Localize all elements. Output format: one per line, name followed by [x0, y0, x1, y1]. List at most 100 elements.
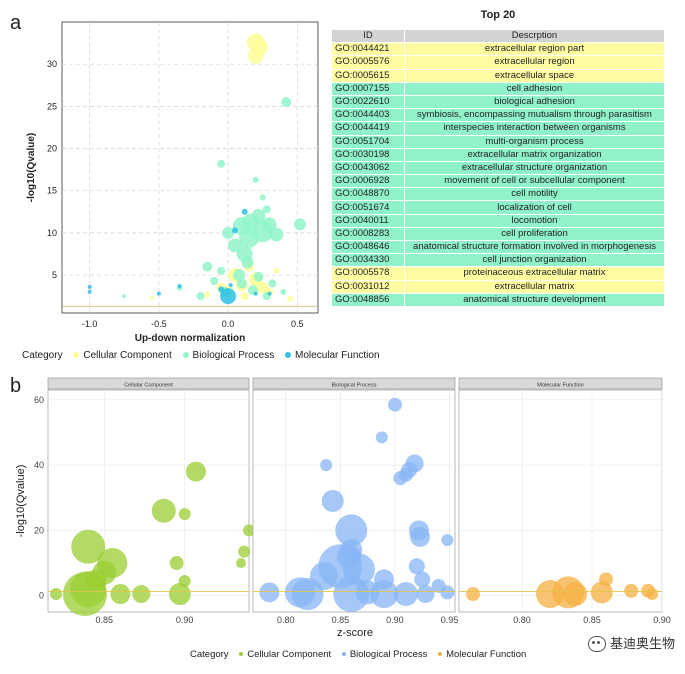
watermark: 基迪奥生物 — [587, 633, 675, 652]
table-cell-description: localization of cell — [404, 200, 665, 215]
data-point — [233, 269, 246, 282]
y-tick-label: 20 — [47, 144, 57, 154]
data-point — [259, 194, 266, 201]
panel-b-label: b — [10, 375, 22, 397]
data-point — [269, 227, 284, 242]
table-cell-id: GO:0044421 — [331, 42, 405, 57]
data-point — [218, 286, 225, 293]
data-point — [50, 588, 63, 601]
data-point — [287, 295, 294, 302]
data-point — [149, 295, 154, 300]
data-point — [320, 459, 333, 472]
data-point — [132, 585, 151, 604]
table-cell-description: extracellular matrix organization — [404, 147, 665, 162]
table-row: GO:0044421 extracellular region part — [331, 42, 665, 57]
data-point — [110, 584, 131, 605]
table-row: GO:0044403 symbiosis, encompassing mutual… — [331, 108, 665, 123]
table-cell-description: extracellular region — [404, 55, 665, 70]
table-row: GO:0005615 extracellular space — [331, 68, 665, 83]
table-row: GO:0043062 extracellular structure organi… — [331, 160, 665, 176]
legend-b-swatch-bp — [341, 652, 346, 657]
table-row: GO:0048870 cell motility — [331, 187, 665, 202]
data-point — [563, 582, 588, 607]
table-cell-id: GO:0022610 — [331, 94, 405, 110]
table-cell-id: GO:0048856 — [331, 292, 405, 307]
data-point — [185, 461, 206, 482]
watermark-text: 基迪奥生物 — [609, 636, 675, 652]
legend-b-item: Cellular Component — [239, 649, 331, 660]
data-point — [177, 284, 182, 289]
data-point — [238, 545, 251, 558]
data-point — [387, 397, 402, 412]
table-cell-id: GO:0048646 — [331, 239, 405, 255]
x-tick-label: 0.80 — [277, 615, 295, 625]
x-tick-label: 0.5 — [291, 319, 304, 329]
data-point — [281, 97, 292, 108]
data-point — [253, 291, 258, 296]
y-tick-label: 25 — [47, 101, 57, 111]
facet-strip — [458, 377, 663, 390]
table-row: GO:0040011 locomotion — [331, 213, 665, 228]
y-tick-label: 60 — [34, 395, 44, 405]
data-point — [236, 278, 247, 289]
table-row: GO:0048646 anatomical structure formation… — [331, 239, 665, 255]
y-tick-label: 5 — [52, 270, 57, 280]
x-tick-label: 0.0 — [222, 319, 235, 329]
y-tick-label: 0 — [39, 591, 44, 601]
table-cell-id: GO:0044403 — [331, 108, 405, 123]
data-point — [217, 159, 226, 168]
table-row: GO:0022610 biological adhesion — [331, 94, 665, 110]
table-cell-id: GO:0007155 — [331, 81, 405, 96]
legend-a: Category Cellular Component Biological P… — [22, 350, 388, 361]
data-point — [599, 572, 613, 587]
legend-a-swatch-cc — [73, 352, 80, 359]
wechat-icon — [587, 636, 606, 652]
table-cell-description: movement of cell or subcellular componen… — [404, 174, 665, 189]
x-tick-label: 0.90 — [176, 615, 194, 625]
y-tick-label: 10 — [47, 228, 57, 238]
table-cell-description: cell motility — [404, 187, 665, 202]
data-point — [262, 205, 271, 214]
legend-a-item: Biological Process — [182, 350, 275, 361]
table-cell-description: multi-organism process — [404, 134, 665, 149]
table-cell-description: extracellular structure organization — [404, 160, 665, 176]
data-point — [253, 271, 264, 282]
table-row: GO:0051674 localization of cell — [331, 200, 665, 215]
table-cell-id: GO:0040011 — [331, 213, 405, 228]
data-point — [321, 490, 344, 512]
data-point — [268, 279, 277, 288]
table-cell-description: locomotion — [404, 213, 665, 228]
table-cell-id: GO:0005578 — [331, 266, 405, 281]
data-point — [178, 508, 191, 521]
legend-b-item: Biological Process — [341, 649, 427, 660]
data-point — [410, 526, 431, 547]
legend-b: Category Cellular Component Biological P… — [190, 649, 534, 660]
table-cell-id: GO:0005615 — [331, 68, 405, 83]
table-row: GO:0005576 extracellular region — [331, 55, 665, 70]
data-point — [408, 558, 425, 575]
y-tick-label: 40 — [34, 460, 44, 470]
data-point — [466, 587, 480, 602]
facet-title: Cellular Component — [124, 383, 173, 389]
legend-a-label: Biological Process — [192, 350, 275, 361]
table-cell-id: GO:0051704 — [331, 134, 405, 149]
data-point — [291, 578, 324, 611]
data-point — [238, 227, 259, 248]
y-tick-label: 20 — [34, 525, 44, 535]
data-point — [220, 288, 237, 305]
table-cell-id: GO:0031012 — [331, 279, 405, 294]
panel-a-scatter-chart: -1.0 -0.5 0.0 0.5 5 10 15 20 25 30 Up-down normali… — [26, 21, 319, 344]
y-axis-label: -log10(Qvalue) — [26, 133, 37, 202]
table-row: GO:0030198 extracellular matrix organizat… — [331, 147, 665, 162]
legend-a-title: Category — [22, 350, 63, 361]
data-point — [217, 266, 226, 275]
top20-table: ID Descrption GO:0044421 extracellular re… — [331, 28, 665, 307]
table-cell-description: extracellular region part — [404, 42, 665, 57]
data-point — [87, 284, 92, 289]
data-point — [87, 289, 92, 294]
data-point — [441, 534, 454, 547]
table-cell-description: symbiosis, encompassing mutualism throug… — [404, 108, 665, 123]
table-cell-description: proteinaceous extracellular matrix — [404, 266, 665, 281]
table-cell-description: cell junction organization — [404, 253, 665, 268]
table-cell-description: extracellular matrix — [404, 279, 665, 294]
